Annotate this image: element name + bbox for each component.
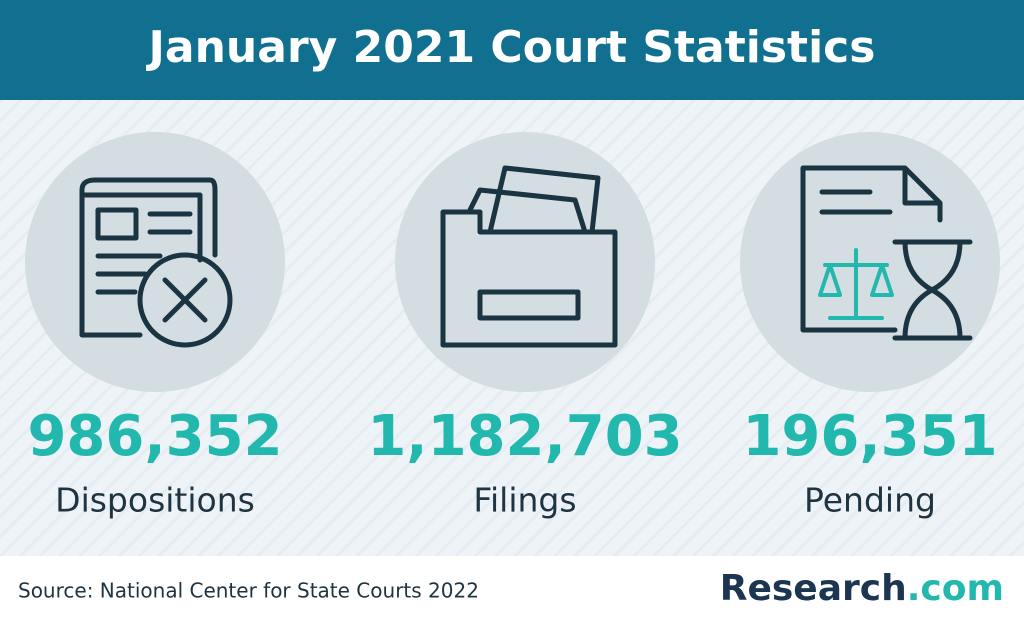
- stat-value: 986,352: [27, 404, 282, 469]
- header-bar: [0, 0, 1024, 100]
- stat-value: 196,351: [742, 404, 997, 469]
- icon-circle: [740, 132, 1000, 392]
- stat-label: Filings: [473, 481, 576, 520]
- icon-circle: [25, 132, 285, 392]
- filings-icon: [440, 165, 618, 348]
- source: Source: National Center for State Courts…: [18, 579, 479, 603]
- logo-name: Research: [720, 568, 907, 609]
- footer-bar: [0, 556, 1024, 625]
- stat-value: 1,182,703: [367, 404, 682, 469]
- title: January 2021 Court Statistics: [146, 22, 876, 73]
- icon-circle: [395, 132, 655, 392]
- logo-suffix: .com: [907, 568, 1004, 609]
- stat-label: Dispositions: [55, 481, 255, 520]
- logo: Research.com: [720, 568, 1004, 609]
- stat-label: Pending: [804, 481, 936, 520]
- dispositions-icon: [79, 177, 233, 348]
- pending-icon: [800, 165, 973, 341]
